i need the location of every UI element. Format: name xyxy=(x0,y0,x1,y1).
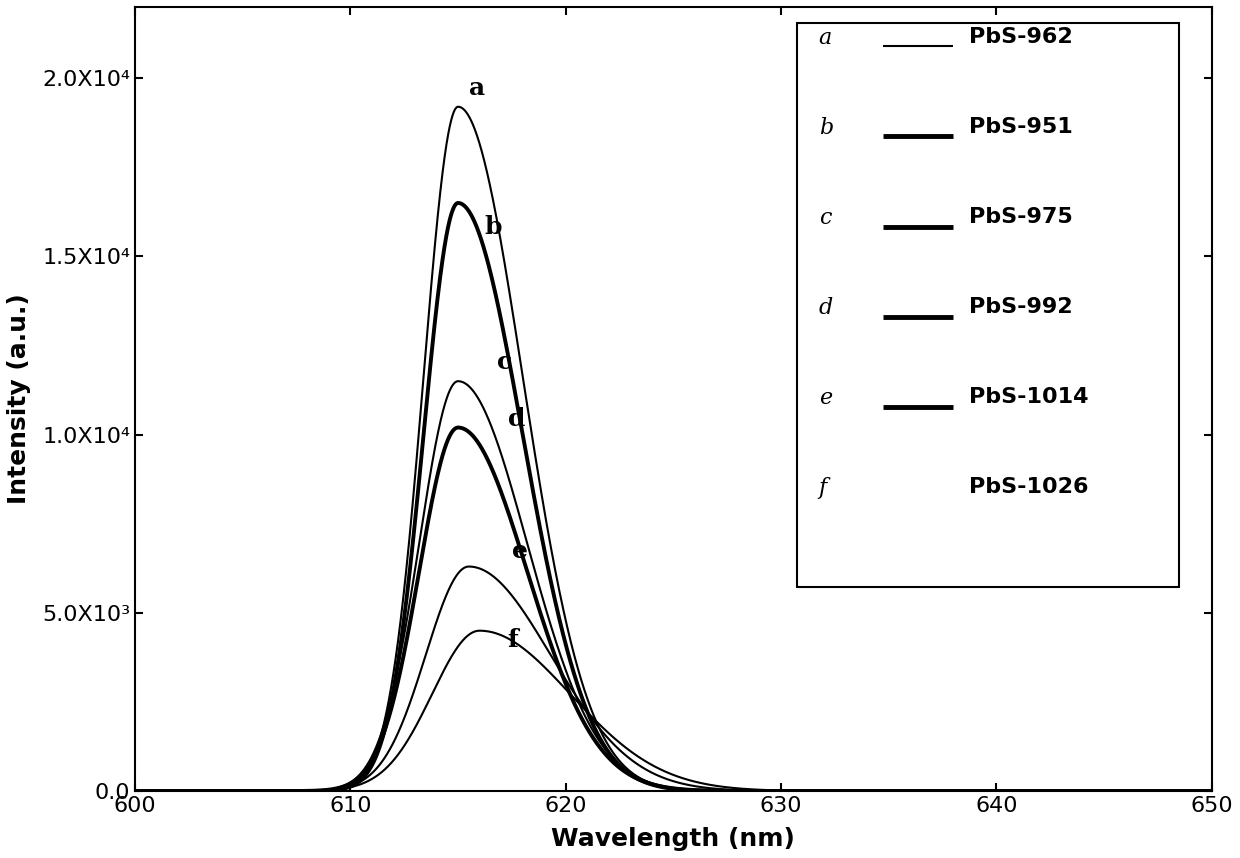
Text: f: f xyxy=(818,477,827,499)
Text: PbS-962: PbS-962 xyxy=(970,27,1074,46)
Y-axis label: Intensity (a.u.): Intensity (a.u.) xyxy=(7,293,31,505)
Text: d: d xyxy=(507,407,525,431)
FancyBboxPatch shape xyxy=(797,22,1179,587)
Text: PbS-1026: PbS-1026 xyxy=(970,477,1089,498)
Text: d: d xyxy=(818,297,833,319)
Text: e: e xyxy=(818,387,832,409)
Text: e: e xyxy=(512,539,528,563)
Text: b: b xyxy=(818,117,833,139)
Text: f: f xyxy=(507,628,518,652)
Text: PbS-951: PbS-951 xyxy=(970,117,1074,136)
Text: c: c xyxy=(818,207,831,229)
Text: a: a xyxy=(469,76,485,100)
Text: PbS-1014: PbS-1014 xyxy=(970,387,1089,408)
Text: a: a xyxy=(818,27,832,49)
Text: b: b xyxy=(484,214,501,239)
Text: PbS-975: PbS-975 xyxy=(970,207,1074,227)
Text: PbS-992: PbS-992 xyxy=(970,297,1073,317)
X-axis label: Wavelength (nm): Wavelength (nm) xyxy=(552,827,795,851)
Text: c: c xyxy=(497,350,512,374)
